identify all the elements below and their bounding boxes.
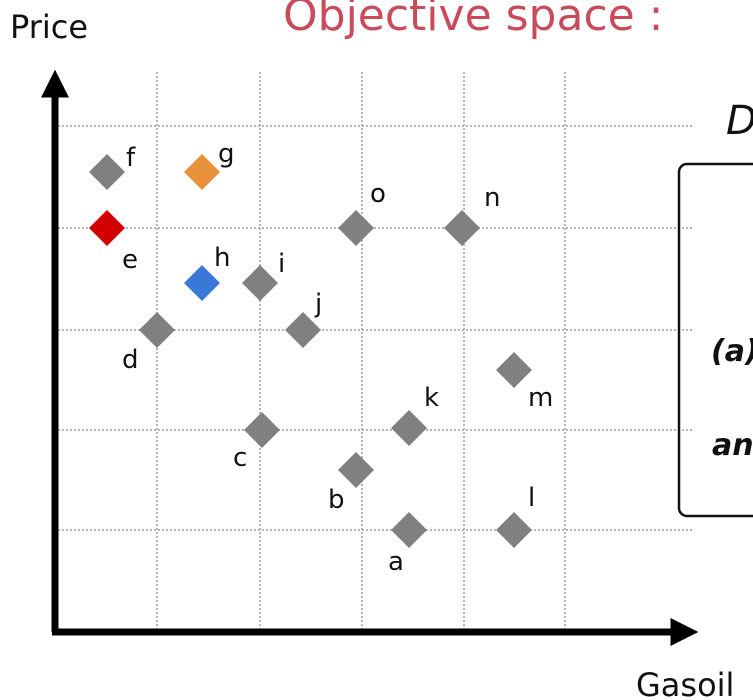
point-marker [89,154,125,190]
point-label: n [484,183,500,213]
point-marker [89,210,125,246]
point-marker [496,352,532,388]
point-marker [184,154,220,190]
point-label: l [528,483,535,513]
point-marker [184,265,220,301]
point-marker [391,512,427,548]
point-marker [242,265,278,301]
point-label: h [214,243,230,273]
point-label: i [278,249,285,279]
point-label: k [424,383,439,413]
point-marker [444,210,480,246]
point-label: m [528,383,553,413]
grid [58,72,692,630]
text-box [677,162,753,518]
point-label: c [233,443,247,473]
title: Objective space : [283,0,664,41]
y-axis-label: Price [10,8,88,46]
point-marker [285,312,321,348]
point-marker [338,452,374,488]
point-label: o [370,179,386,209]
point-marker [244,412,280,448]
point-label: f [126,143,136,173]
x-axis-label: Gasoil [636,666,734,700]
point-label: a [388,547,404,577]
point-marker [338,210,374,246]
point-marker [391,410,427,446]
point-label: d [122,345,139,375]
point-marker [496,512,532,548]
side-text: D [726,98,753,144]
point-marker [139,312,175,348]
points: f g e h i o n j d m k c b l a [89,139,553,577]
point-label: g [218,139,235,169]
point-label: b [328,485,345,515]
box-line: an [712,428,753,463]
point-label: j [314,289,322,319]
box-line: (a) [711,334,753,369]
point-label: e [122,245,138,275]
